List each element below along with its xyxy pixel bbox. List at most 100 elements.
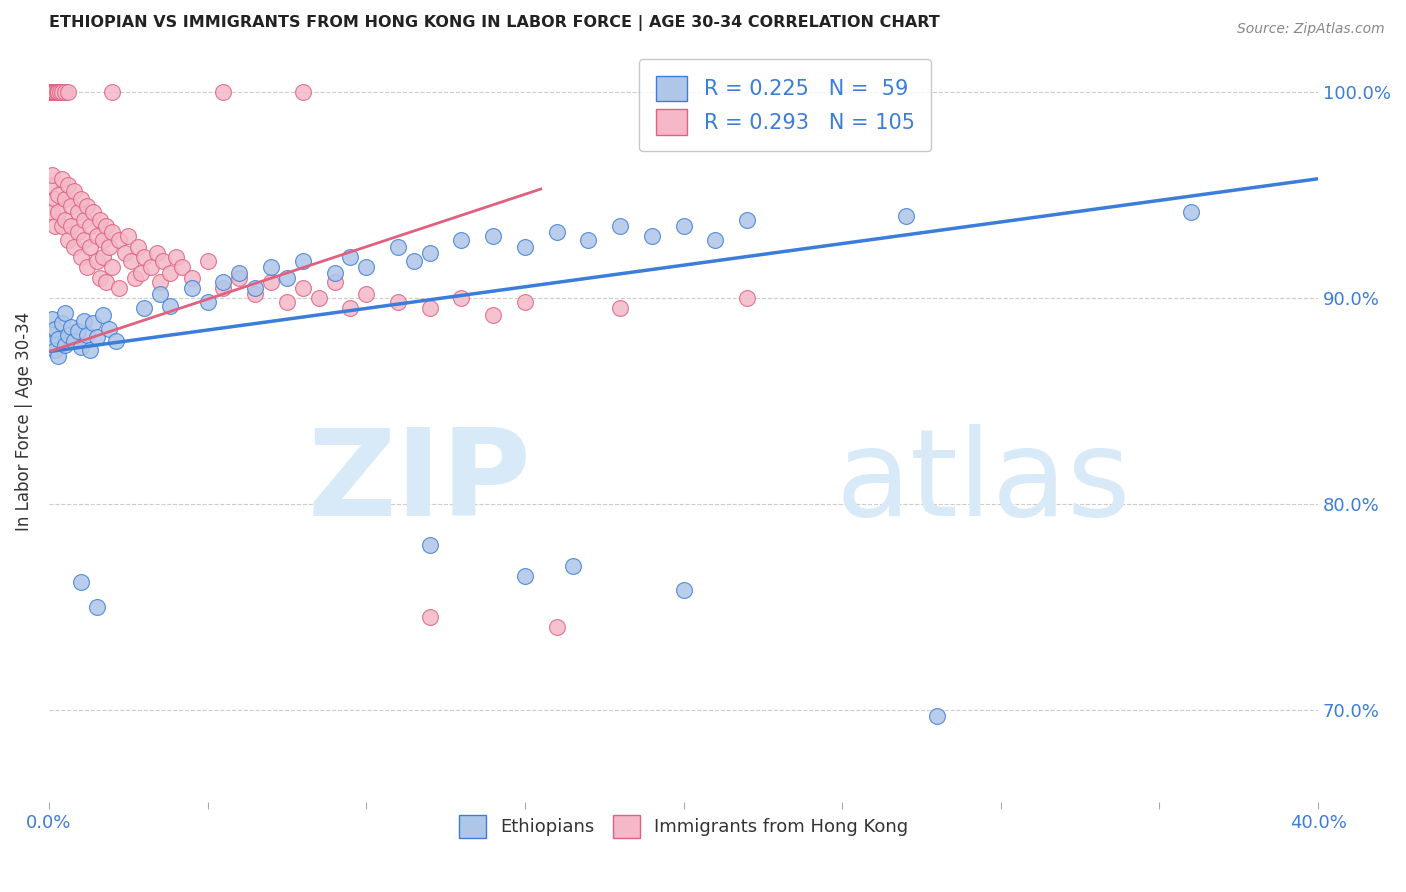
Point: [39, 86, 62, 100]
Point: [76, 198, 98, 212]
Point: [60, 219, 83, 233]
Point: [63, 240, 86, 254]
Point: [101, 86, 124, 100]
Point: [212, 275, 235, 289]
Point: [53, 305, 76, 319]
Point: [41, 86, 63, 100]
Point: [513, 569, 536, 583]
Y-axis label: In Labor Force | Age 30-34: In Labor Force | Age 30-34: [15, 312, 32, 532]
Point: [180, 281, 202, 295]
Point: [60, 198, 83, 212]
Point: [66, 225, 89, 239]
Point: [276, 270, 298, 285]
Point: [41, 204, 63, 219]
Point: [94, 219, 117, 233]
Text: Source: ZipAtlas.com: Source: ZipAtlas.com: [1237, 22, 1385, 37]
Point: [86, 254, 108, 268]
Point: [69, 250, 91, 264]
Point: [149, 275, 172, 289]
Point: [107, 234, 129, 248]
Point: [86, 330, 108, 344]
Point: [546, 225, 568, 239]
Point: [89, 270, 111, 285]
Point: [356, 287, 378, 301]
Point: [927, 709, 949, 723]
Point: [121, 254, 143, 268]
Point: [107, 281, 129, 295]
Point: [45, 86, 67, 100]
Point: [450, 234, 472, 248]
Point: [76, 328, 98, 343]
Point: [672, 219, 695, 233]
Point: [291, 254, 314, 268]
Point: [159, 299, 181, 313]
Point: [38, 86, 60, 100]
Point: [149, 287, 172, 301]
Point: [48, 204, 70, 219]
Point: [561, 558, 583, 573]
Point: [513, 240, 536, 254]
Point: [39, 86, 62, 100]
Point: [41, 86, 63, 100]
Point: [387, 240, 409, 254]
Point: [51, 219, 73, 233]
Point: [276, 295, 298, 310]
Point: [48, 332, 70, 346]
Point: [356, 260, 378, 275]
Point: [609, 219, 631, 233]
Point: [513, 295, 536, 310]
Point: [60, 320, 83, 334]
Point: [48, 349, 70, 363]
Point: [91, 250, 114, 264]
Point: [89, 213, 111, 227]
Point: [79, 343, 101, 357]
Point: [48, 188, 70, 202]
Point: [42, 86, 65, 100]
Point: [101, 260, 124, 275]
Point: [129, 267, 152, 281]
Point: [450, 291, 472, 305]
Legend: Ethiopians, Immigrants from Hong Kong: Ethiopians, Immigrants from Hong Kong: [450, 806, 917, 847]
Point: [339, 301, 361, 316]
Point: [114, 245, 136, 260]
Point: [66, 204, 89, 219]
Point: [197, 254, 219, 268]
Point: [69, 341, 91, 355]
Point: [63, 184, 86, 198]
Point: [127, 240, 149, 254]
Point: [41, 336, 63, 351]
Point: [51, 316, 73, 330]
Point: [41, 311, 63, 326]
Point: [41, 168, 63, 182]
Point: [44, 192, 66, 206]
Point: [73, 314, 96, 328]
Text: ETHIOPIAN VS IMMIGRANTS FROM HONG KONG IN LABOR FORCE | AGE 30-34 CORRELATION CH: ETHIOPIAN VS IMMIGRANTS FROM HONG KONG I…: [49, 15, 939, 31]
Point: [482, 308, 505, 322]
Point: [91, 308, 114, 322]
Point: [124, 270, 146, 285]
Point: [387, 295, 409, 310]
Point: [53, 86, 76, 100]
Point: [228, 270, 250, 285]
Point: [576, 234, 599, 248]
Point: [44, 219, 66, 233]
Point: [101, 225, 124, 239]
Point: [735, 291, 758, 305]
Point: [291, 281, 314, 295]
Point: [53, 338, 76, 352]
Point: [419, 538, 441, 552]
Point: [39, 86, 62, 100]
Point: [323, 275, 346, 289]
Point: [894, 209, 917, 223]
Point: [98, 322, 121, 336]
Point: [172, 260, 194, 275]
Point: [44, 322, 66, 336]
Point: [419, 245, 441, 260]
Point: [735, 213, 758, 227]
Point: [245, 287, 267, 301]
Point: [82, 204, 104, 219]
Point: [146, 245, 169, 260]
Point: [323, 267, 346, 281]
Point: [79, 240, 101, 254]
Point: [402, 254, 425, 268]
